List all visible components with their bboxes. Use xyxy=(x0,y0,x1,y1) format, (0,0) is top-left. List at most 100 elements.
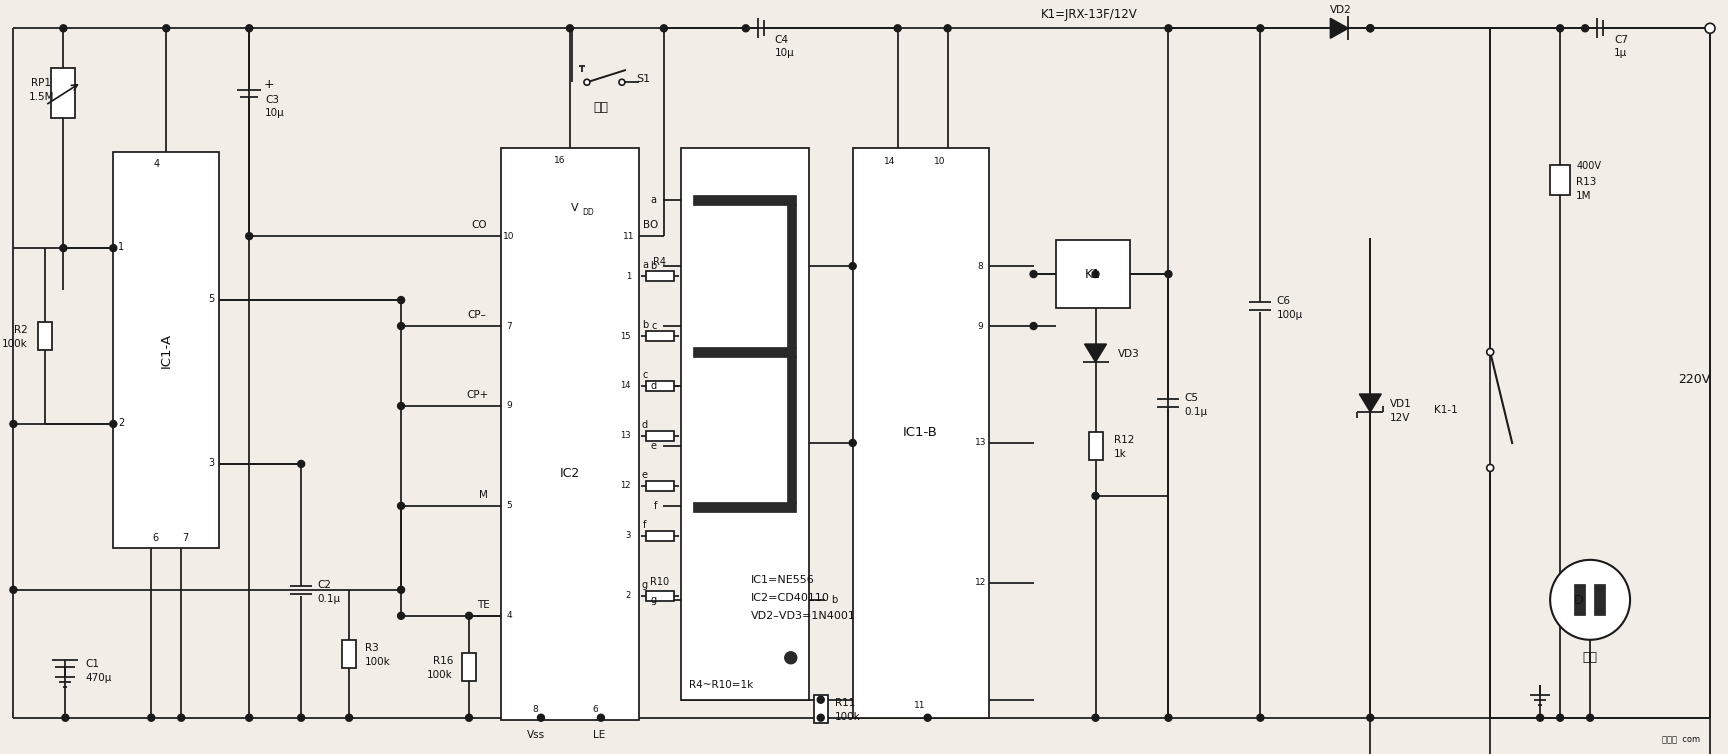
Circle shape xyxy=(1165,25,1172,32)
Circle shape xyxy=(1367,25,1374,32)
Bar xyxy=(788,205,797,348)
Text: TE: TE xyxy=(477,600,489,610)
Text: 16: 16 xyxy=(555,155,565,164)
Text: BO: BO xyxy=(643,220,658,230)
Text: RP1: RP1 xyxy=(31,78,52,88)
Circle shape xyxy=(178,714,185,722)
Text: g: g xyxy=(651,595,657,605)
Text: IC2: IC2 xyxy=(560,467,581,480)
Text: IC1-A: IC1-A xyxy=(159,333,173,368)
Circle shape xyxy=(1092,492,1099,499)
Text: C4: C4 xyxy=(774,35,788,45)
Text: CP–: CP– xyxy=(468,310,487,320)
Text: IC1=NE556: IC1=NE556 xyxy=(750,575,814,585)
Text: 电线图  com: 电线图 com xyxy=(1662,735,1700,744)
Text: f: f xyxy=(653,501,657,511)
Bar xyxy=(646,481,674,491)
Circle shape xyxy=(397,502,404,510)
Text: C2: C2 xyxy=(318,580,332,590)
Circle shape xyxy=(1256,25,1263,32)
Text: d: d xyxy=(641,420,648,430)
Text: M: M xyxy=(479,490,487,500)
Circle shape xyxy=(924,714,931,722)
Text: 100k: 100k xyxy=(835,712,861,722)
Text: VD1: VD1 xyxy=(1391,399,1412,409)
Text: D: D xyxy=(1572,594,1583,607)
Text: 1.5M: 1.5M xyxy=(29,92,54,103)
Circle shape xyxy=(465,714,472,722)
Polygon shape xyxy=(1331,18,1348,38)
Circle shape xyxy=(537,714,544,722)
Circle shape xyxy=(1030,323,1037,329)
Bar xyxy=(852,149,988,718)
Text: R4~R10=1k: R4~R10=1k xyxy=(689,680,753,690)
Text: b: b xyxy=(641,320,648,330)
Circle shape xyxy=(60,244,67,252)
Circle shape xyxy=(397,296,404,304)
Text: C1: C1 xyxy=(85,659,98,669)
Circle shape xyxy=(943,25,950,32)
Text: 15: 15 xyxy=(620,332,631,341)
Circle shape xyxy=(60,25,67,32)
Circle shape xyxy=(111,421,118,428)
Circle shape xyxy=(245,25,252,32)
Bar xyxy=(52,69,76,118)
Bar xyxy=(1550,165,1571,195)
Circle shape xyxy=(1030,271,1037,277)
Text: IC2=CD40110: IC2=CD40110 xyxy=(750,593,829,602)
Text: CP+: CP+ xyxy=(467,390,487,400)
Text: V: V xyxy=(572,203,579,213)
Text: 6: 6 xyxy=(152,533,159,543)
Text: VD3: VD3 xyxy=(1118,349,1139,359)
Text: c: c xyxy=(643,370,648,380)
Text: +: + xyxy=(263,78,273,90)
Text: C5: C5 xyxy=(1184,393,1199,403)
Text: 10μ: 10μ xyxy=(774,48,795,58)
Text: VD2: VD2 xyxy=(1329,5,1351,15)
Bar xyxy=(1089,432,1102,460)
Bar xyxy=(1595,585,1605,615)
Text: e: e xyxy=(641,470,648,480)
Text: 1M: 1M xyxy=(1576,192,1591,201)
Circle shape xyxy=(1367,714,1374,722)
Text: 复位: 复位 xyxy=(593,101,608,114)
Text: 10: 10 xyxy=(503,231,515,241)
Circle shape xyxy=(1557,25,1564,32)
Circle shape xyxy=(1092,714,1099,722)
Text: 1: 1 xyxy=(118,242,124,252)
Text: 插座: 插座 xyxy=(1583,651,1598,664)
Text: Vss: Vss xyxy=(527,730,544,740)
Circle shape xyxy=(62,714,69,722)
Circle shape xyxy=(1581,25,1588,32)
Text: 470μ: 470μ xyxy=(85,673,112,683)
Circle shape xyxy=(743,25,750,32)
Circle shape xyxy=(848,440,855,446)
Circle shape xyxy=(817,696,824,703)
Text: R11: R11 xyxy=(835,697,855,708)
Bar xyxy=(646,431,674,441)
Text: 0.1μ: 0.1μ xyxy=(1184,407,1208,417)
Text: 9: 9 xyxy=(978,321,983,330)
Text: e: e xyxy=(651,441,657,451)
Text: R2: R2 xyxy=(14,325,28,335)
Circle shape xyxy=(397,587,404,593)
Bar xyxy=(501,149,639,720)
Text: DD: DD xyxy=(582,207,594,216)
Text: 5: 5 xyxy=(207,294,214,304)
Polygon shape xyxy=(1085,344,1106,362)
Circle shape xyxy=(598,714,605,722)
Text: 2: 2 xyxy=(118,418,124,428)
Text: K1-1: K1-1 xyxy=(1434,405,1458,415)
Bar xyxy=(681,149,809,700)
Circle shape xyxy=(465,612,472,619)
Circle shape xyxy=(1536,714,1543,722)
Text: a: a xyxy=(651,195,657,205)
Circle shape xyxy=(1256,714,1263,722)
Text: S1: S1 xyxy=(636,74,650,84)
Text: C6: C6 xyxy=(1277,296,1291,305)
Text: R12: R12 xyxy=(1113,435,1134,445)
Bar xyxy=(814,694,828,723)
Text: 1: 1 xyxy=(626,271,631,280)
Circle shape xyxy=(297,461,304,467)
Text: f: f xyxy=(643,520,646,530)
